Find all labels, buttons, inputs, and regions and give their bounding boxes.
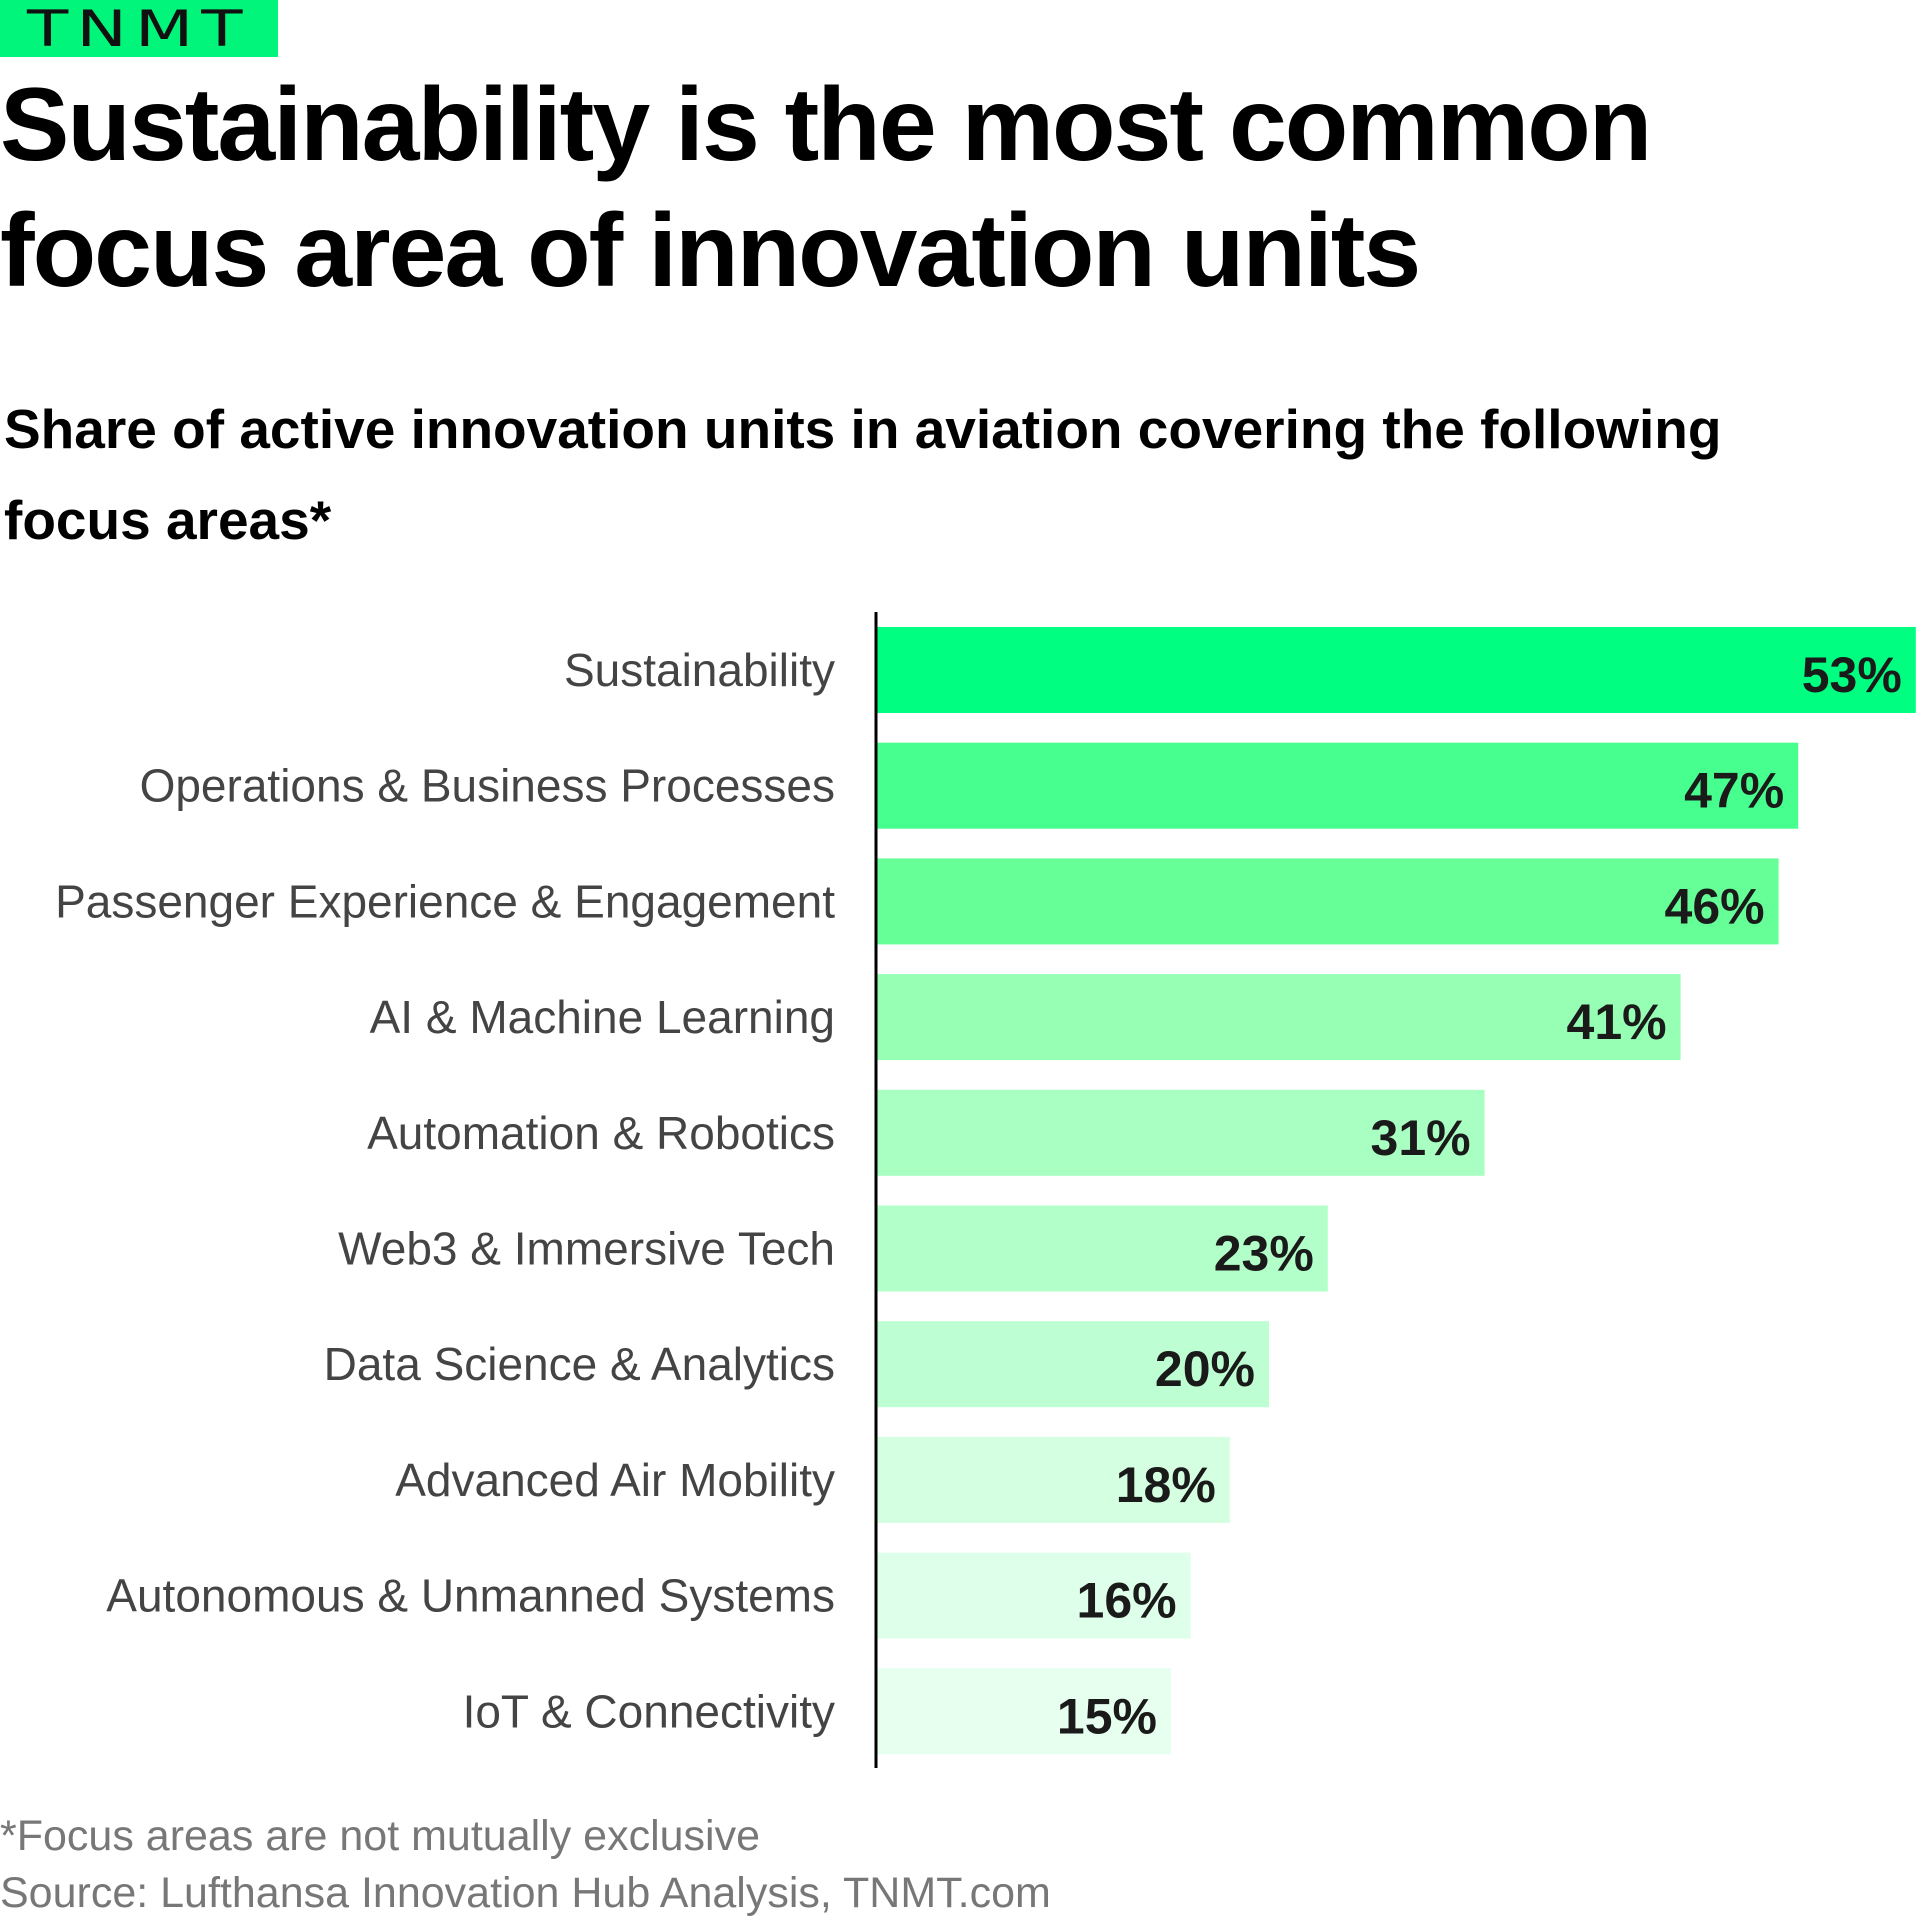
- value-label: 41%: [1567, 994, 1667, 1050]
- category-label: IoT & Connectivity: [463, 1685, 835, 1737]
- category-label: AI & Machine Learning: [370, 991, 835, 1043]
- bar: [877, 1552, 1191, 1639]
- bar: [877, 1321, 1269, 1408]
- bar: [877, 974, 1681, 1061]
- value-label: 47%: [1684, 763, 1784, 819]
- value-label: 53%: [1802, 647, 1902, 703]
- bar-chart: Sustainability 53% Operations & Business P…: [55, 612, 1916, 1768]
- value-label: 23%: [1214, 1226, 1314, 1282]
- value-label: 16%: [1077, 1573, 1177, 1629]
- bar: [877, 627, 1916, 713]
- bar: [877, 858, 1779, 945]
- chart-subtitle: Share of active innovation units in avia…: [4, 398, 1722, 551]
- footnote: *Focus areas are not mutually exclusive: [0, 1812, 761, 1860]
- bar: [877, 1668, 1171, 1755]
- footer: *Focus areas are not mutually exclusive …: [0, 1808, 1051, 1922]
- bar: [877, 1436, 1230, 1523]
- source-note: Source: Lufthansa Innovation Hub Analysi…: [0, 1869, 1051, 1917]
- logo-text: TNMT: [27, 0, 251, 58]
- category-label: Autonomous & Unmanned Systems: [106, 1570, 835, 1622]
- value-label: 31%: [1371, 1110, 1471, 1166]
- value-label: 18%: [1116, 1457, 1216, 1513]
- chart-title: Sustainability is the most common focus …: [0, 67, 1652, 309]
- category-label: Web3 & Immersive Tech: [338, 1223, 835, 1275]
- tnmt-logo: TNMT: [0, 0, 278, 57]
- bar: [877, 1089, 1485, 1176]
- category-label: Operations & Business Processes: [140, 760, 835, 812]
- category-label: Data Science & Analytics: [324, 1338, 835, 1390]
- category-label: Automation & Robotics: [367, 1107, 835, 1159]
- category-label: Passenger Experience & Engagement: [55, 875, 835, 927]
- category-label: Sustainability: [564, 644, 835, 696]
- category-label: Advanced Air Mobility: [395, 1454, 835, 1506]
- bar: [877, 1205, 1328, 1292]
- value-label: 20%: [1155, 1341, 1255, 1397]
- value-label: 15%: [1057, 1688, 1157, 1744]
- bar: [877, 742, 1799, 829]
- value-label: 46%: [1665, 878, 1765, 934]
